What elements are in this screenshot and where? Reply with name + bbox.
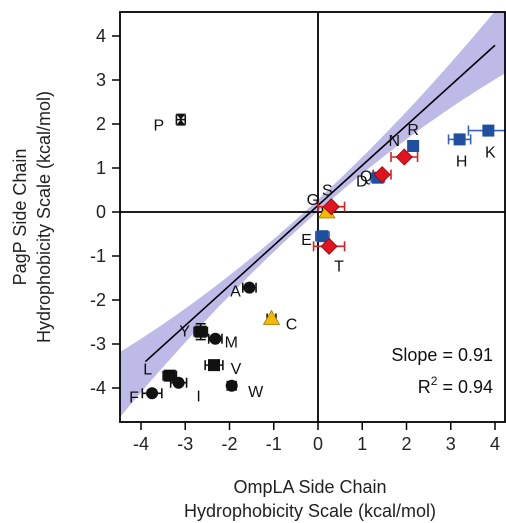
point-a-label: A <box>230 284 241 301</box>
x-tick-label: 2 <box>401 434 411 454</box>
y-tick-label: 2 <box>96 114 106 134</box>
point-q-label: Q <box>360 169 372 186</box>
point-v-label: V <box>231 361 242 378</box>
point-i-label: I <box>196 389 200 406</box>
x-tick-label: -4 <box>133 434 149 454</box>
y-tick-label: -2 <box>90 290 106 310</box>
x-tick-label: 3 <box>446 434 456 454</box>
x-tick-label: 0 <box>313 434 323 454</box>
point-a <box>243 281 256 294</box>
point-l-label: L <box>143 362 152 379</box>
y-tick-label: 0 <box>96 202 106 222</box>
plot-frame <box>119 11 506 423</box>
point-r <box>407 140 420 152</box>
point-t-label: T <box>334 258 344 275</box>
point-r-label: R <box>407 122 419 139</box>
x-axis-title-line1: OmpLA Side Chain <box>233 477 386 497</box>
point-m <box>209 332 222 345</box>
y-tick-label: 4 <box>96 26 106 46</box>
y-tick-label: 3 <box>96 70 106 90</box>
point-v <box>208 359 221 372</box>
x-tick-label: -2 <box>221 434 237 454</box>
confidence-band <box>120 12 505 418</box>
x-tick-label: -1 <box>266 434 282 454</box>
x-tick-label: -3 <box>177 434 193 454</box>
point-p-label: P <box>153 118 164 135</box>
point-p <box>175 113 186 126</box>
slope-annotation: Slope = 0.91 <box>391 345 493 365</box>
y-tick-label: -4 <box>90 378 106 398</box>
point-c <box>262 309 281 325</box>
point-m-label: M <box>225 335 238 352</box>
y-tick-label: -3 <box>90 334 106 354</box>
point-k <box>482 124 495 137</box>
point-h-label: H <box>456 153 468 170</box>
point-d-label: D <box>356 174 368 191</box>
fit-line <box>144 44 496 363</box>
point-i <box>172 376 185 389</box>
point-h <box>453 133 466 146</box>
point-t <box>320 237 338 255</box>
point-e <box>316 230 329 243</box>
point-f-label: F <box>129 389 139 406</box>
point-s-label: S <box>322 183 333 200</box>
point-s <box>322 198 340 216</box>
x-axis-title-line2: Hydrophobicity Scale (kcal/mol) <box>184 501 436 521</box>
point-k-label: K <box>485 145 496 162</box>
point-e-label: E <box>301 232 312 249</box>
point-l <box>163 369 176 382</box>
point-f <box>146 387 159 400</box>
point-n-label: N <box>389 133 401 150</box>
point-y <box>194 325 207 338</box>
point-w <box>225 379 238 392</box>
point-n <box>395 148 413 166</box>
y-axis-title-line2: Hydrophobicity Scale (kcal/mol) <box>34 91 54 343</box>
y-tick-label: 1 <box>96 158 106 178</box>
point-y-label: Y <box>179 324 190 341</box>
x-tick-label: 1 <box>357 434 367 454</box>
y-axis-title-line1: PagP Side Chain <box>10 149 30 286</box>
y-tick-label: -1 <box>90 246 106 266</box>
point-g-label: G <box>307 192 319 209</box>
point-w-label: W <box>248 384 264 401</box>
point-c-label: C <box>286 316 298 333</box>
point-q <box>373 166 391 184</box>
x-tick-label: 4 <box>490 434 500 454</box>
r2-annotation: R2 = 0.94 <box>418 374 493 397</box>
